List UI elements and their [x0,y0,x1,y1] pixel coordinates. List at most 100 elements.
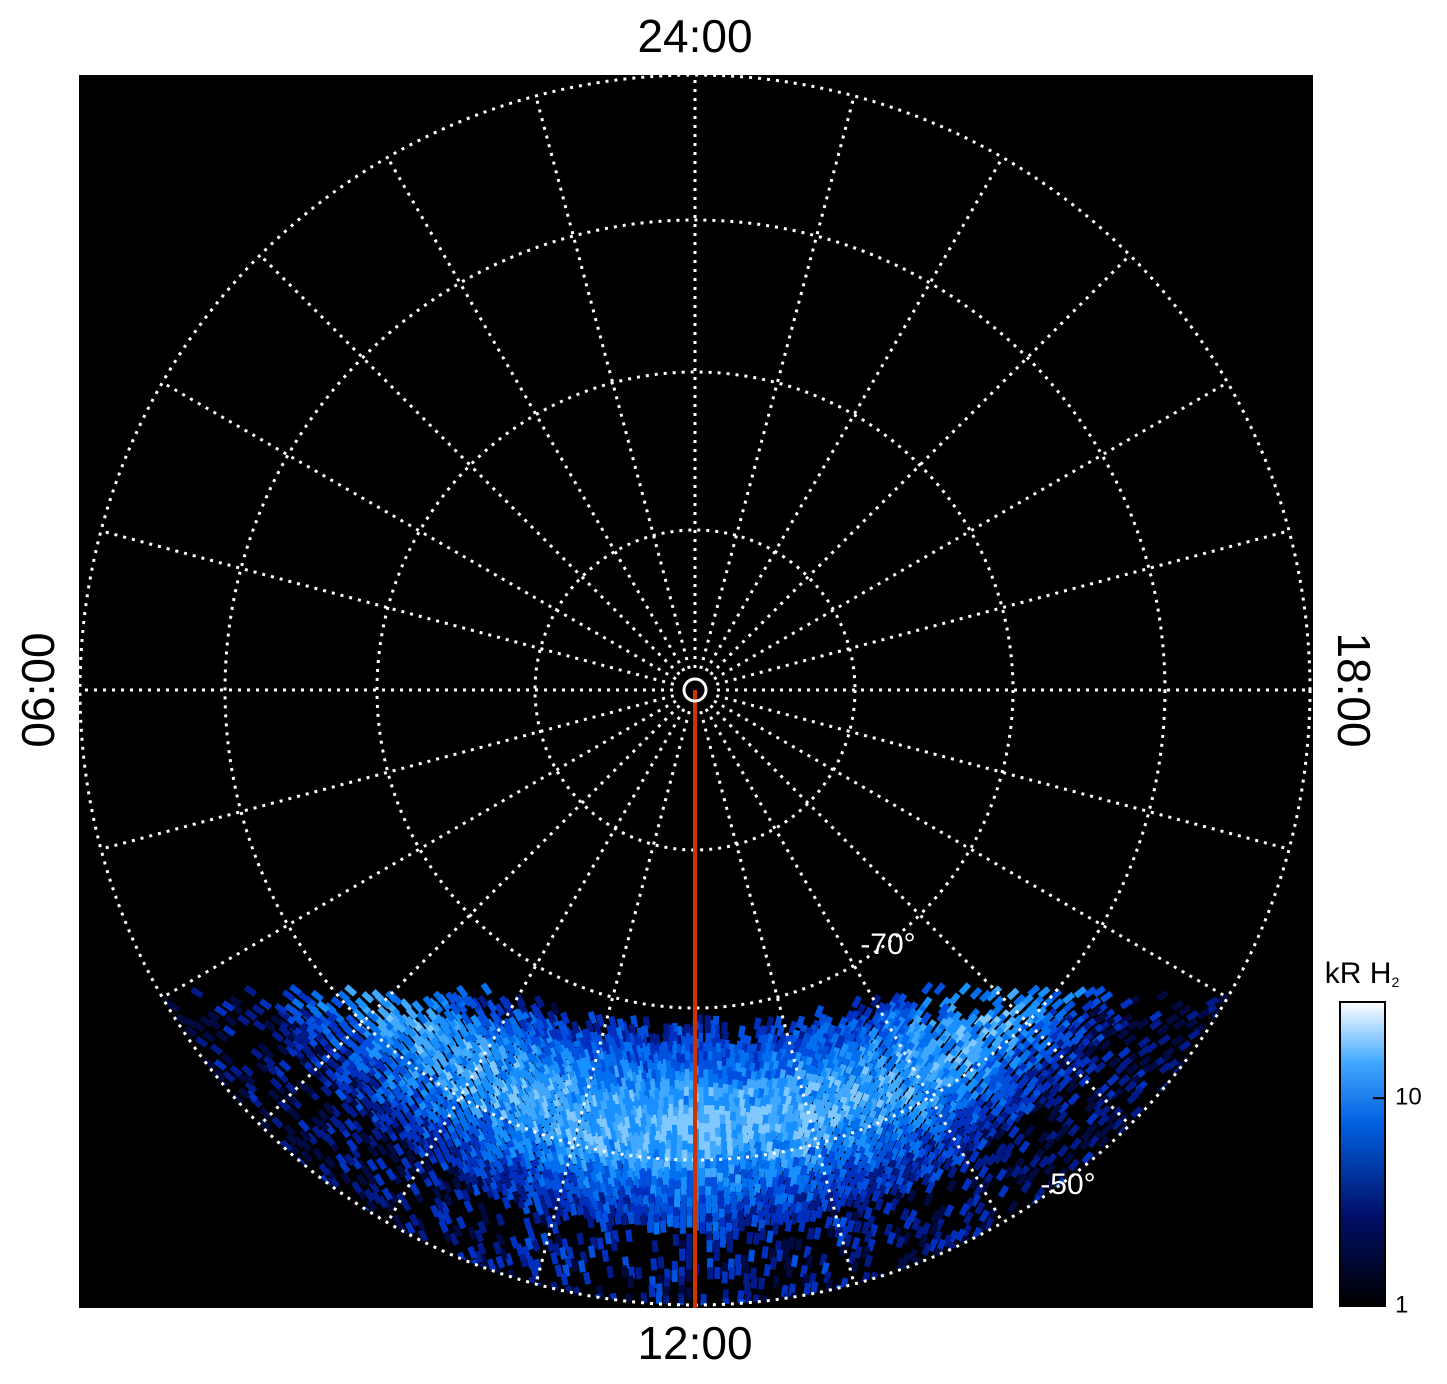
aurora-pixel [1158,1061,1172,1075]
aurora-pixel [874,1001,886,1016]
aurora-pixel [919,1037,931,1051]
aurora-pixel [838,1216,848,1230]
aurora-pixel [1037,1130,1050,1144]
aurora-pixel [1215,993,1230,1006]
aurora-pixel [1138,1054,1152,1068]
aurora-pixel [1096,1113,1110,1127]
aurora-pixel [1042,1137,1055,1152]
colorbar-label: kR H [1325,957,1392,990]
aurora-pixel [845,1194,855,1208]
aurora-pixel [1000,1073,1013,1088]
aurora-pixel [992,1150,1005,1164]
aurora-pixel [1106,1073,1120,1087]
aurora-pixel [1116,1028,1130,1041]
aurora-pixel [1092,1098,1105,1112]
aurora-pixel [655,1292,663,1305]
aurora-pixel [1136,1017,1150,1030]
aurora-pixel [1007,1102,1020,1116]
aurora-pixel [1117,1046,1131,1060]
aurora-pixel [810,1281,819,1295]
aurora-pixel [957,1107,969,1121]
aurora-pixel [899,1015,911,1030]
aurora-pixel [863,1206,873,1220]
aurora-pixel [933,1060,946,1074]
aurora-pixel [1020,993,1034,1007]
aurora-pixel [785,1265,794,1279]
aurora-pixel [806,1227,815,1241]
aurora-pixel [894,1008,907,1022]
aurora-pixel [1110,1087,1124,1100]
aurora-pixel [955,1228,967,1242]
aurora-pixel [924,1044,936,1059]
aurora-pixel [904,1023,916,1037]
aurora-pixel [620,1265,629,1278]
aurora-pixel [1046,1109,1059,1123]
aurora-pixel [584,1308,592,1321]
aurora-pixel [882,1201,893,1215]
aurora-pixel [707,1267,714,1280]
aurora-pixel [958,982,972,996]
aurora-pixel [1028,1154,1041,1168]
aurora-pixel [1080,1048,1094,1062]
aurora-pixel [750,1276,758,1289]
aurora-pixel [1067,1072,1080,1086]
aurora-pixel [986,1152,998,1167]
aurora-pixels [152,981,1253,1323]
aurora-pixel [948,992,961,1006]
aurora-pixel [1006,1081,1019,1095]
aurora-pixel [995,1168,1008,1182]
aurora-pixel [1078,1056,1092,1069]
aurora-image [152,981,1253,1323]
aurora-pixel [976,1137,988,1151]
aurora-pixel [1056,1144,1070,1158]
aurora-pixel [817,1013,828,1027]
aurora-pixel [1187,1028,1201,1041]
aurora-pixel [968,1149,980,1164]
aurora-pixel [815,1205,824,1219]
aurora-pixel [978,1045,991,1059]
aurora-pixel [1030,1100,1043,1114]
aurora-pixel [719,1235,727,1248]
aurora-pixel [1155,990,1169,1002]
aurora-pixel [1054,1059,1068,1073]
colorbar [1339,1001,1386,1307]
aurora-pixel [911,1217,922,1231]
aurora-pixel [1093,1061,1107,1074]
aurora-pixel [726,1240,734,1253]
aurora-pixel [552,1308,560,1321]
aurora-pixel [744,1213,752,1227]
aurora-pixel [673,1215,680,1229]
aurora-pixel [971,1130,984,1144]
aurora-pixel [977,1127,990,1142]
aurora-pixel [776,1212,785,1226]
aurora-pixel [1083,986,1097,999]
aurora-pixel [851,995,863,1009]
aurora-pixel [923,1053,936,1068]
aurora-pixel [961,1177,973,1192]
aurora-pixel [1027,1067,1040,1081]
aurora-pixel [1043,1162,1056,1176]
aurora-pixel [1067,1123,1080,1137]
aurora-pixel [947,1091,960,1106]
aurora-pixel [752,1232,761,1246]
aurora-pixel [876,1066,888,1080]
aurora-pixel [616,1310,623,1323]
aurora-pixel [930,1045,943,1059]
aurora-pixel [847,1251,857,1265]
aurora-pixel [843,1233,853,1247]
aurora-pixel [921,1242,932,1256]
aurora-pixel [962,1114,974,1129]
aurora-pixel [861,1271,871,1285]
aurora-pixel [933,982,946,996]
aurora-pixel [937,1076,950,1091]
aurora-pixel [1026,1006,1039,1019]
aurora-pixel [1073,986,1087,999]
aurora-pixel [996,1058,1009,1072]
aurora-pixel [996,1088,1009,1102]
aurora-pixel [1045,1087,1058,1101]
aurora-pixel [671,1269,678,1283]
aurora-pixel [1023,1124,1036,1138]
aurora-pixel [965,1038,978,1052]
aurora-pixel [1086,1055,1100,1068]
